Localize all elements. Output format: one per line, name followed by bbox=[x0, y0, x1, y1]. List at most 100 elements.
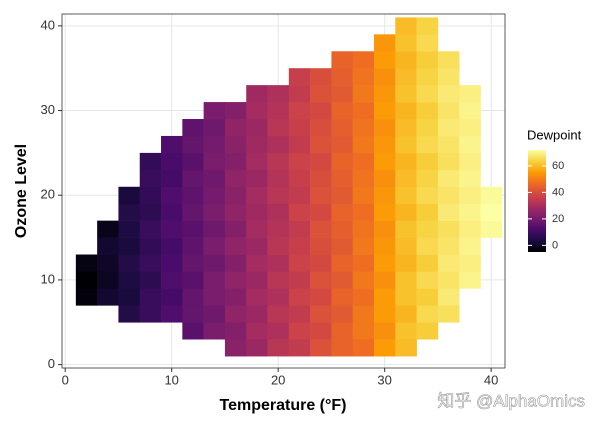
tile bbox=[416, 17, 439, 35]
tile bbox=[395, 322, 417, 340]
tile bbox=[203, 119, 226, 137]
tile bbox=[395, 68, 417, 86]
tile bbox=[459, 220, 481, 238]
tile bbox=[118, 271, 141, 289]
tile bbox=[416, 254, 439, 272]
tile bbox=[161, 305, 183, 323]
tile bbox=[288, 271, 311, 289]
tile bbox=[310, 68, 332, 86]
tile bbox=[395, 203, 417, 221]
tile bbox=[395, 85, 417, 103]
tile bbox=[459, 85, 481, 103]
tile bbox=[416, 102, 439, 120]
tile bbox=[267, 339, 290, 357]
tile bbox=[331, 85, 354, 103]
tile bbox=[331, 339, 354, 357]
tile bbox=[97, 254, 119, 272]
tile bbox=[437, 203, 460, 221]
tile bbox=[224, 203, 247, 221]
tile bbox=[182, 237, 204, 255]
tile bbox=[480, 186, 503, 205]
tile bbox=[224, 254, 247, 272]
tile bbox=[288, 152, 311, 171]
tile bbox=[395, 339, 417, 357]
tile bbox=[395, 271, 417, 289]
tile bbox=[224, 220, 247, 238]
tile bbox=[416, 68, 439, 86]
x-axis-label: Temperature (°F) bbox=[219, 397, 346, 414]
tile bbox=[288, 102, 311, 120]
tile bbox=[310, 322, 332, 340]
tile bbox=[331, 169, 354, 188]
y-tick-label: 0 bbox=[48, 356, 55, 371]
tile bbox=[374, 85, 396, 103]
tile bbox=[437, 68, 460, 86]
tile bbox=[395, 288, 417, 306]
tile bbox=[97, 271, 119, 289]
tile bbox=[203, 220, 226, 238]
tile bbox=[395, 119, 417, 137]
tile bbox=[395, 34, 417, 52]
tile bbox=[267, 135, 290, 154]
tile bbox=[331, 68, 354, 86]
tile bbox=[97, 220, 119, 238]
tile bbox=[288, 254, 311, 272]
tile bbox=[203, 322, 226, 340]
tile bbox=[374, 51, 396, 69]
tile bbox=[224, 135, 247, 154]
tile bbox=[310, 203, 332, 221]
tile bbox=[310, 152, 332, 171]
tile bbox=[352, 220, 375, 238]
tile bbox=[459, 271, 481, 289]
tile bbox=[288, 169, 311, 188]
tile bbox=[331, 305, 354, 323]
tile bbox=[331, 322, 354, 340]
tile bbox=[139, 288, 162, 306]
tile bbox=[395, 152, 417, 171]
tile bbox=[224, 288, 247, 306]
colorbar-label: 40 bbox=[552, 186, 564, 198]
tile bbox=[288, 322, 311, 340]
tile bbox=[416, 186, 439, 205]
tile bbox=[395, 220, 417, 238]
tile bbox=[139, 254, 162, 272]
tile bbox=[310, 288, 332, 306]
tile bbox=[459, 254, 481, 272]
tile bbox=[374, 34, 396, 52]
tile bbox=[374, 119, 396, 137]
tile bbox=[437, 271, 460, 289]
tile bbox=[395, 135, 417, 154]
tile bbox=[161, 169, 183, 188]
tile bbox=[352, 322, 375, 340]
tile bbox=[352, 203, 375, 221]
tile bbox=[182, 271, 204, 289]
tile bbox=[395, 237, 417, 255]
tile bbox=[374, 68, 396, 86]
tile bbox=[310, 169, 332, 188]
tile bbox=[203, 135, 226, 154]
tile bbox=[416, 169, 439, 188]
colorbar-label: 60 bbox=[552, 160, 564, 172]
tile bbox=[437, 152, 460, 171]
tile bbox=[224, 152, 247, 171]
tile bbox=[331, 271, 354, 289]
tile bbox=[288, 135, 311, 154]
tile bbox=[331, 203, 354, 221]
tile bbox=[246, 85, 268, 103]
tile bbox=[139, 169, 162, 188]
tile bbox=[203, 237, 226, 255]
tile bbox=[75, 288, 98, 306]
tile bbox=[267, 169, 290, 188]
tile bbox=[246, 152, 268, 171]
tile bbox=[352, 169, 375, 188]
tile bbox=[395, 254, 417, 272]
tile bbox=[203, 102, 226, 120]
tile bbox=[224, 322, 247, 340]
tile bbox=[331, 119, 354, 137]
tile bbox=[288, 305, 311, 323]
tile bbox=[182, 169, 204, 188]
tile bbox=[331, 254, 354, 272]
tile bbox=[288, 220, 311, 238]
tile bbox=[459, 237, 481, 255]
